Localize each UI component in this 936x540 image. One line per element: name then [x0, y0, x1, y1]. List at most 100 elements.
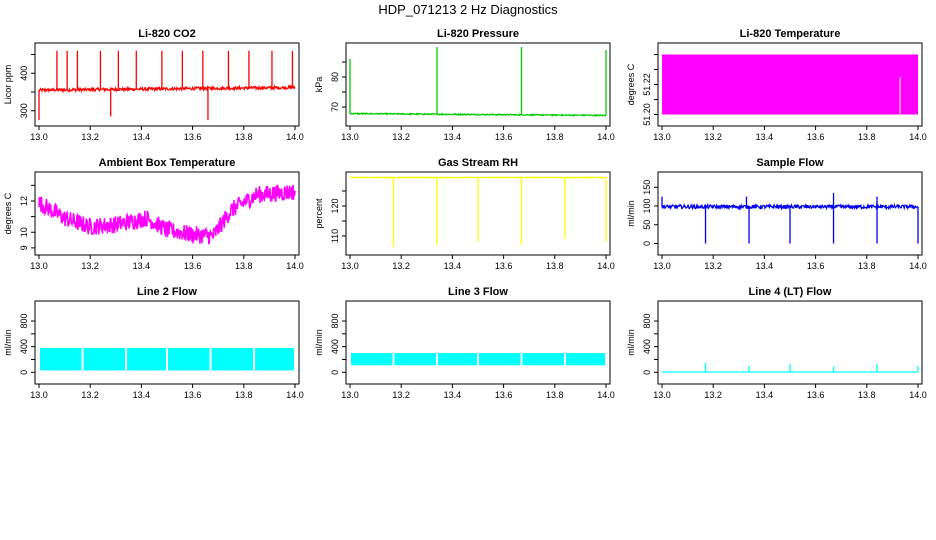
- x-tick-label: 13.6: [184, 132, 202, 142]
- data-segment: [479, 353, 521, 366]
- x-tick-label: 13.2: [81, 261, 99, 271]
- x-tick-label: 13.2: [81, 390, 99, 400]
- y-tick-label: 110: [330, 229, 340, 243]
- panel-title: Line 4 (LT) Flow: [749, 286, 832, 298]
- panel-title: Li-820 Pressure: [437, 28, 519, 40]
- data-series: [662, 362, 919, 373]
- x-axis: 13.0 13.2 13.4 13.6 13.8 14.0: [341, 384, 615, 400]
- y-tick-label: 10: [19, 227, 29, 237]
- x-tick-label: 13.0: [653, 261, 671, 271]
- x-tick-label: 13.6: [495, 132, 513, 142]
- x-tick-label: 14.0: [286, 261, 304, 271]
- x-tick-label: 13.2: [704, 261, 722, 271]
- y-tick-label: 80: [330, 72, 340, 82]
- y-tick-label: 70: [330, 102, 340, 112]
- x-axis: 13.0 13.2 13.4 13.6 13.8 14.0: [653, 255, 927, 271]
- y-axis: 0 400 800: [642, 314, 658, 375]
- data-segment: [40, 347, 82, 371]
- y-tick-label: 400: [19, 66, 29, 81]
- chart-panel-5: Gas Stream RH 13.0 13.2 13.4 13.6 13.8 14.0 110…: [314, 157, 615, 271]
- x-tick-label: 13.0: [30, 132, 48, 142]
- plot-frame: [345, 171, 611, 256]
- x-tick-label: 13.6: [807, 390, 825, 400]
- plot-frame: [34, 300, 300, 385]
- x-tick-label: 13.0: [341, 261, 359, 271]
- x-tick-label: 13.4: [756, 261, 774, 271]
- y-axis: 110 120: [330, 190, 346, 243]
- y-tick-label: 100: [642, 198, 652, 213]
- data-series: [349, 47, 607, 117]
- y-axis: 0 50 100 150: [642, 180, 658, 246]
- x-tick-label: 13.0: [341, 132, 359, 142]
- series-line: [38, 84, 296, 94]
- x-axis: 13.0 13.2 13.4 13.6 13.8 14.0: [30, 255, 304, 271]
- panel-title: Line 3 Flow: [448, 286, 508, 298]
- x-tick-label: 13.8: [235, 261, 253, 271]
- x-tick-label: 14.0: [909, 390, 927, 400]
- plot-frame: [345, 300, 611, 385]
- x-axis: 13.0 13.2 13.4 13.6 13.8 14.0: [341, 255, 615, 271]
- x-tick-label: 13.8: [858, 390, 876, 400]
- x-tick-label: 13.2: [392, 390, 410, 400]
- x-tick-label: 13.6: [495, 390, 513, 400]
- y-axis-label: Licor ppm: [3, 65, 13, 105]
- panel-title: Li-820 CO2: [138, 28, 195, 40]
- y-axis-label: ml/min: [626, 329, 636, 356]
- data-segment: [127, 347, 166, 371]
- y-tick-label: 0: [642, 241, 652, 246]
- x-tick-label: 13.4: [444, 132, 462, 142]
- x-axis: 13.0 13.2 13.4 13.6 13.8 14.0: [653, 384, 927, 400]
- y-tick-label: 9: [19, 245, 29, 250]
- y-tick-label: 400: [19, 339, 29, 354]
- y-tick-label: 51.20: [642, 103, 652, 126]
- data-segment: [566, 353, 605, 366]
- y-axis: 70 80: [330, 61, 346, 112]
- x-tick-label: 13.6: [495, 261, 513, 271]
- x-tick-label: 13.0: [30, 390, 48, 400]
- data-segment: [211, 347, 254, 371]
- data-segment: [255, 347, 294, 371]
- x-axis: 13.0 13.2 13.4 13.6 13.8 14.0: [653, 126, 927, 142]
- x-tick-label: 13.4: [444, 261, 462, 271]
- x-tick-label: 14.0: [597, 390, 615, 400]
- y-axis: 300 400: [19, 54, 35, 118]
- x-tick-label: 13.8: [858, 132, 876, 142]
- y-tick-label: 800: [19, 314, 29, 329]
- chart-panel-9: Line 4 (LT) Flow 13.0 13.2 13.4 13.6 13.8 14.0…: [626, 286, 927, 400]
- y-axis: 0 400 800: [19, 314, 35, 375]
- plot-frame: [657, 171, 923, 256]
- x-tick-label: 13.4: [756, 390, 774, 400]
- y-tick-label: 50: [642, 220, 652, 230]
- x-axis: 13.0 13.2 13.4 13.6 13.8 14.0: [341, 126, 615, 142]
- x-tick-label: 13.6: [184, 261, 202, 271]
- plot-frame: [34, 42, 300, 127]
- y-tick-label: 0: [642, 370, 652, 375]
- x-tick-label: 14.0: [597, 261, 615, 271]
- chart-panel-1: Li-820 CO2 13.0 13.2 13.4 13.6 13.8 14.0 300 400…: [3, 28, 304, 142]
- x-tick-label: 13.0: [653, 132, 671, 142]
- y-axis-label: kPa: [314, 77, 324, 93]
- x-tick-label: 13.2: [704, 132, 722, 142]
- y-tick-label: 150: [642, 180, 652, 195]
- data-segment: [438, 353, 477, 366]
- y-axis: 0 400 800: [330, 314, 346, 375]
- x-tick-label: 13.2: [392, 261, 410, 271]
- data-segment: [394, 353, 437, 366]
- y-tick-label: 120: [330, 198, 340, 213]
- y-axis-label: ml/min: [626, 200, 636, 227]
- x-tick-label: 13.4: [133, 132, 151, 142]
- x-tick-label: 13.0: [653, 390, 671, 400]
- data-series: [351, 353, 605, 366]
- data-segment: [168, 347, 210, 371]
- x-tick-label: 13.6: [807, 261, 825, 271]
- x-axis: 13.0 13.2 13.4 13.6 13.8 14.0: [30, 384, 304, 400]
- data-series: [38, 184, 296, 245]
- y-tick-label: 800: [642, 314, 652, 329]
- x-tick-label: 13.2: [81, 132, 99, 142]
- plot-frame: [345, 42, 611, 127]
- series-line: [349, 176, 607, 180]
- x-tick-label: 13.8: [235, 132, 253, 142]
- y-tick-label: 400: [330, 339, 340, 354]
